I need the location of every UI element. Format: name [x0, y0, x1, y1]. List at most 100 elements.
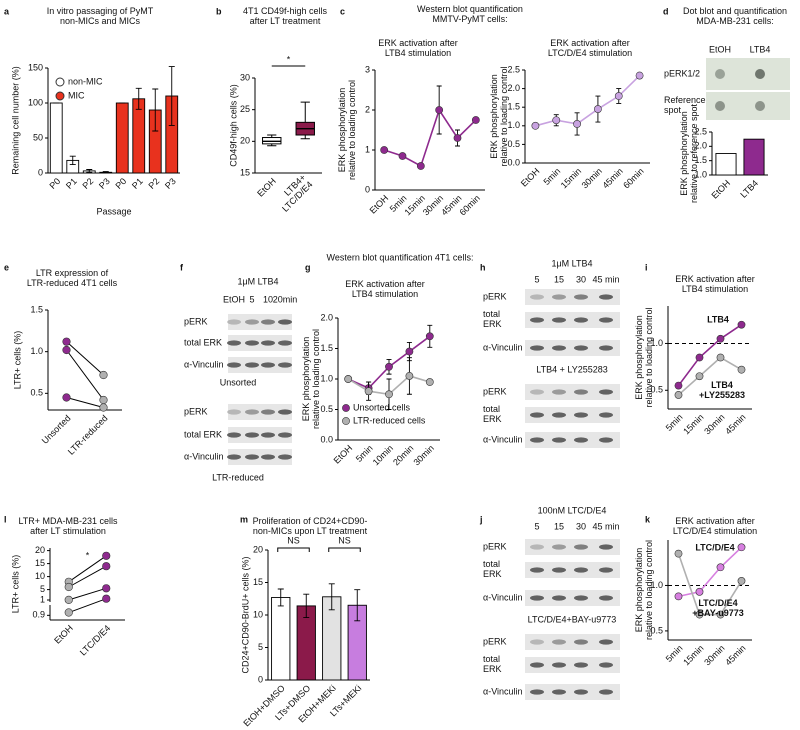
bar [115, 102, 129, 174]
legend-label: MIC [68, 90, 85, 100]
series-label: LTB4 +LY255283 [699, 380, 745, 400]
legend-label: non-MIC [68, 76, 103, 86]
y-axis-label: ERK phosphorylationrelative to loading c… [634, 540, 654, 640]
text-line: LTR-reduced 4T1 cells [27, 278, 118, 288]
blot-band [574, 437, 588, 443]
blot-strip [525, 340, 620, 356]
point [425, 332, 434, 341]
point [99, 403, 108, 412]
blot-band [530, 345, 544, 351]
blot-band [574, 345, 588, 351]
text-line: ERK [483, 319, 502, 329]
blot-row-label: total ERK [483, 404, 502, 424]
y-tick-label: 1.5 [694, 155, 707, 165]
y-tick-label: 0.5 [320, 404, 333, 414]
panel-letter: i [645, 262, 648, 272]
blot-row-label: α-Vinculin [483, 592, 523, 602]
blot-strip [525, 432, 620, 448]
y-tick-label: 1.0 [320, 373, 333, 383]
blot-band [245, 409, 259, 415]
point [453, 134, 462, 142]
pair-line [68, 555, 107, 583]
blot-band [227, 362, 241, 368]
y-tick-label: 5 [40, 584, 45, 594]
blot-row-label: total ERK [483, 654, 502, 674]
blot-band [599, 294, 613, 300]
blot-band [574, 389, 588, 395]
point [102, 594, 111, 603]
text-line: LTR+ MDA-MB-231 cells [18, 516, 118, 526]
point [594, 105, 602, 113]
error-bar [152, 88, 159, 132]
series-label: LTB4 [707, 314, 729, 324]
chart-title: Dot blot and quantification MDA-MB-231 ce… [683, 6, 787, 26]
point [344, 375, 353, 383]
blot-title: LTB4 + LY255283 [536, 364, 607, 374]
series-line [677, 356, 742, 396]
blot-strip [228, 404, 292, 420]
blot-band [552, 595, 566, 601]
blot-title: 100nM LTC/D/E4 [538, 505, 607, 515]
text-line: total [483, 654, 500, 664]
blot-band [574, 639, 588, 645]
blot-band [574, 412, 588, 418]
section-header: Western blot quantification MMTV-PyMT cel… [417, 4, 523, 24]
blot-row-label: total ERK [184, 429, 222, 439]
blot-band [530, 544, 544, 550]
text-line: relative to loading control [644, 540, 654, 640]
blot-row-label: pERK [483, 386, 507, 396]
blot-dot [755, 69, 765, 79]
blot-row-label: pERK1/2 [664, 68, 700, 78]
legend-marker [342, 417, 350, 425]
blot-column-label: 5 [534, 521, 539, 531]
blot-strip [228, 335, 292, 351]
blot-band [245, 319, 259, 325]
bar [715, 153, 737, 176]
blot-band [530, 567, 544, 573]
y-tick-label: 0.5 [650, 385, 663, 395]
y-tick-label: 2.5 [694, 126, 707, 136]
text-line: ERK [483, 414, 502, 424]
blot-row-label: α-Vinculin [184, 451, 224, 461]
error-bar [86, 169, 93, 173]
y-tick-label: 0.0 [320, 434, 333, 444]
y-tick-label: 2.0 [320, 312, 333, 322]
annotation: * [86, 550, 90, 560]
text-line: +BAY-u9773 [692, 608, 743, 618]
blot-band [245, 454, 259, 460]
point [716, 353, 725, 362]
blot-band [552, 437, 566, 443]
text-line: relative to loading control [499, 66, 509, 166]
y-axis-label: ERK phosphorylationrelative to reference… [679, 103, 699, 203]
error-bar [277, 588, 284, 607]
blot-band [552, 544, 566, 550]
series-line [677, 324, 742, 387]
blot-band [227, 409, 241, 415]
y-tick-label: 5 [258, 642, 263, 652]
dot-blot [706, 58, 790, 90]
legend-marker [55, 91, 65, 101]
blot-strip [525, 590, 620, 606]
text-line: relative to reference spot [689, 103, 699, 203]
y-tick-label: 25 [240, 104, 250, 114]
blot-band [574, 689, 588, 695]
y-tick-label: 0 [38, 167, 43, 177]
text-line: ERK phosphorylation [301, 337, 311, 422]
error-bar [303, 593, 310, 619]
y-tick-label: 15 [240, 167, 250, 177]
blot-band [278, 432, 292, 438]
y-tick-label: 0 [365, 184, 370, 194]
error-bar [328, 583, 335, 611]
text-line: LTR expression of [36, 268, 109, 278]
text-line: ERK activation after [345, 279, 425, 289]
y-axis-label: LTR+ cells (%) [10, 555, 20, 614]
point [573, 120, 581, 128]
y-tick-label: 1.0 [694, 169, 707, 179]
text-line: Dot blot and quantification [683, 6, 787, 16]
text-line: after LT treatment [250, 16, 321, 26]
point [695, 587, 704, 596]
blot-band [574, 294, 588, 300]
y-tick-label: 0 [258, 674, 263, 684]
blot-band [599, 317, 613, 323]
pair-line [66, 341, 104, 376]
